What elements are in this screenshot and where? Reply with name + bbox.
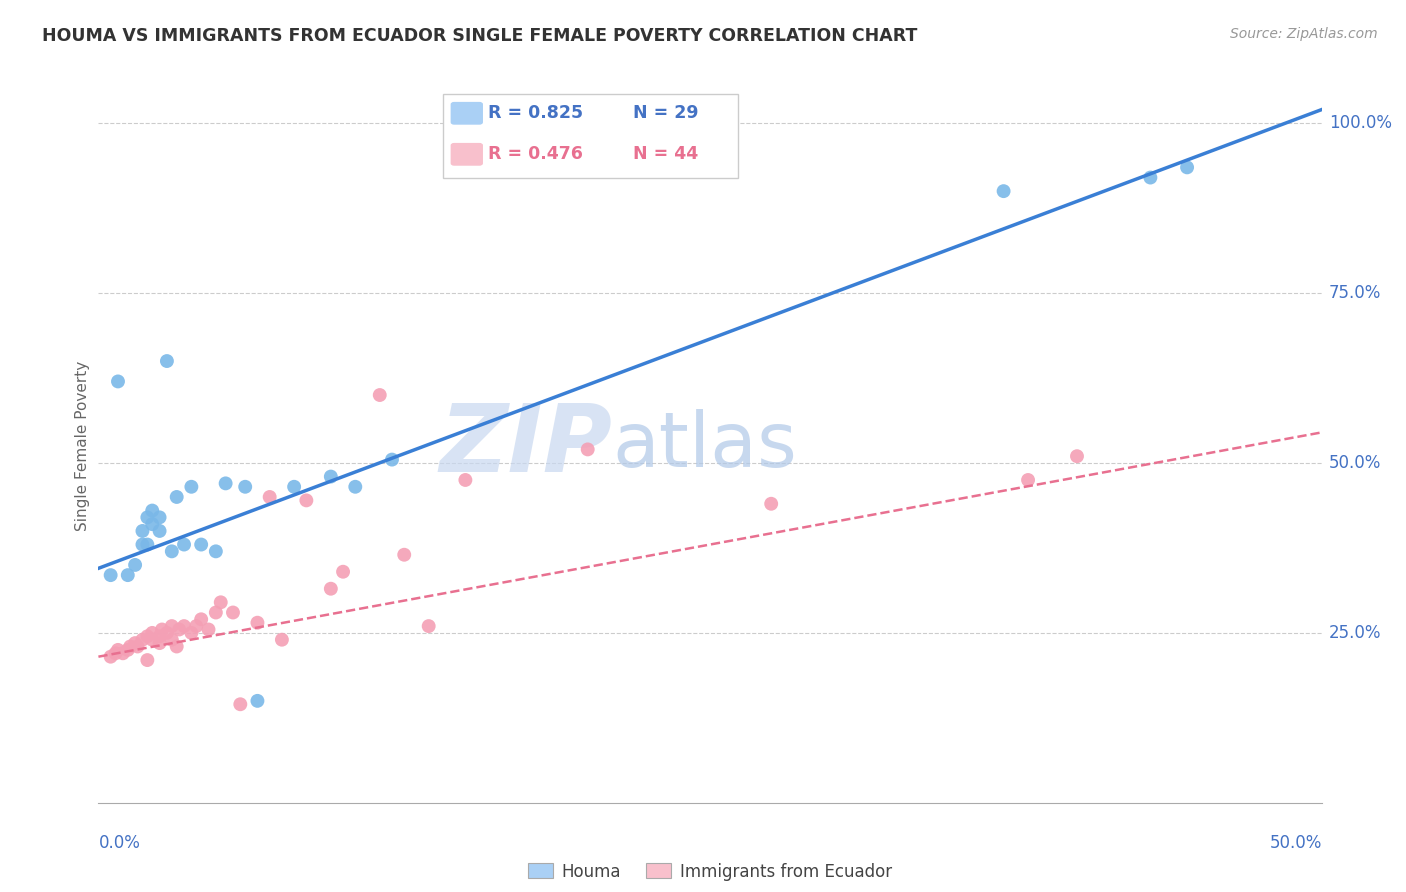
Point [332, 565, 354, 579]
Point [131, 537, 153, 551]
Text: 50.0%: 50.0% [1270, 834, 1322, 852]
Y-axis label: Single Female Poverty: Single Female Poverty [75, 361, 90, 531]
Point [209, 595, 232, 609]
Text: ZIP: ZIP [439, 400, 612, 492]
Point [173, 619, 195, 633]
Point [141, 626, 163, 640]
Point [1017, 473, 1039, 487]
Point [100, 649, 122, 664]
Point [283, 480, 305, 494]
Point [1066, 449, 1088, 463]
Point [259, 490, 281, 504]
Text: R = 0.476: R = 0.476 [488, 145, 582, 163]
Point [124, 558, 146, 572]
Point [149, 524, 172, 538]
Point [141, 503, 163, 517]
Point [166, 640, 188, 654]
Point [319, 582, 342, 596]
Point [149, 510, 172, 524]
Text: N = 29: N = 29 [633, 104, 699, 122]
Text: 100.0%: 100.0% [1329, 114, 1392, 132]
Point [576, 442, 599, 457]
Legend: Houma, Immigrants from Ecuador: Houma, Immigrants from Ecuador [522, 856, 898, 888]
Point [381, 452, 404, 467]
Point [180, 480, 202, 494]
Point [229, 698, 252, 712]
Text: 75.0%: 75.0% [1329, 284, 1381, 302]
Point [186, 619, 208, 633]
Text: 25.0%: 25.0% [1329, 624, 1381, 642]
Point [111, 646, 134, 660]
Point [319, 469, 342, 483]
Point [1175, 161, 1198, 175]
Text: Source: ZipAtlas.com: Source: ZipAtlas.com [1230, 27, 1378, 41]
Text: 0.0%: 0.0% [98, 834, 141, 852]
Point [127, 640, 149, 654]
Point [205, 606, 228, 620]
Point [100, 568, 122, 582]
Point [190, 612, 212, 626]
Point [136, 510, 159, 524]
Text: HOUMA VS IMMIGRANTS FROM ECUADOR SINGLE FEMALE POVERTY CORRELATION CHART: HOUMA VS IMMIGRANTS FROM ECUADOR SINGLE … [42, 27, 918, 45]
Point [156, 626, 179, 640]
Point [295, 493, 318, 508]
Point [149, 636, 172, 650]
Point [131, 632, 153, 647]
Point [104, 646, 127, 660]
Point [454, 473, 477, 487]
Point [136, 653, 159, 667]
Point [205, 544, 228, 558]
Point [141, 517, 163, 532]
Point [160, 632, 183, 647]
Point [136, 537, 159, 551]
Point [173, 537, 195, 551]
Point [136, 629, 159, 643]
Point [197, 623, 219, 637]
Point [214, 476, 236, 491]
Point [141, 632, 163, 647]
Point [156, 354, 179, 368]
Point [160, 619, 183, 633]
Point [167, 623, 190, 637]
Point [222, 606, 245, 620]
Point [392, 548, 416, 562]
Point [993, 184, 1015, 198]
Point [107, 643, 129, 657]
Point [166, 490, 188, 504]
Point [149, 629, 172, 643]
Point [117, 568, 139, 582]
Point [190, 537, 212, 551]
Point [120, 640, 142, 654]
Point [344, 480, 367, 494]
Point [418, 619, 440, 633]
Point [160, 544, 183, 558]
Point [368, 388, 391, 402]
Text: 50.0%: 50.0% [1329, 454, 1381, 472]
Point [117, 643, 139, 657]
Point [761, 497, 783, 511]
Point [131, 524, 153, 538]
Point [233, 480, 256, 494]
Text: atlas: atlas [612, 409, 797, 483]
Point [270, 632, 294, 647]
Point [124, 636, 146, 650]
Text: N = 44: N = 44 [633, 145, 697, 163]
Point [246, 615, 269, 630]
Point [107, 375, 129, 389]
Text: R = 0.825: R = 0.825 [488, 104, 583, 122]
Point [1139, 170, 1161, 185]
Point [150, 623, 173, 637]
Point [180, 626, 202, 640]
Point [246, 694, 269, 708]
